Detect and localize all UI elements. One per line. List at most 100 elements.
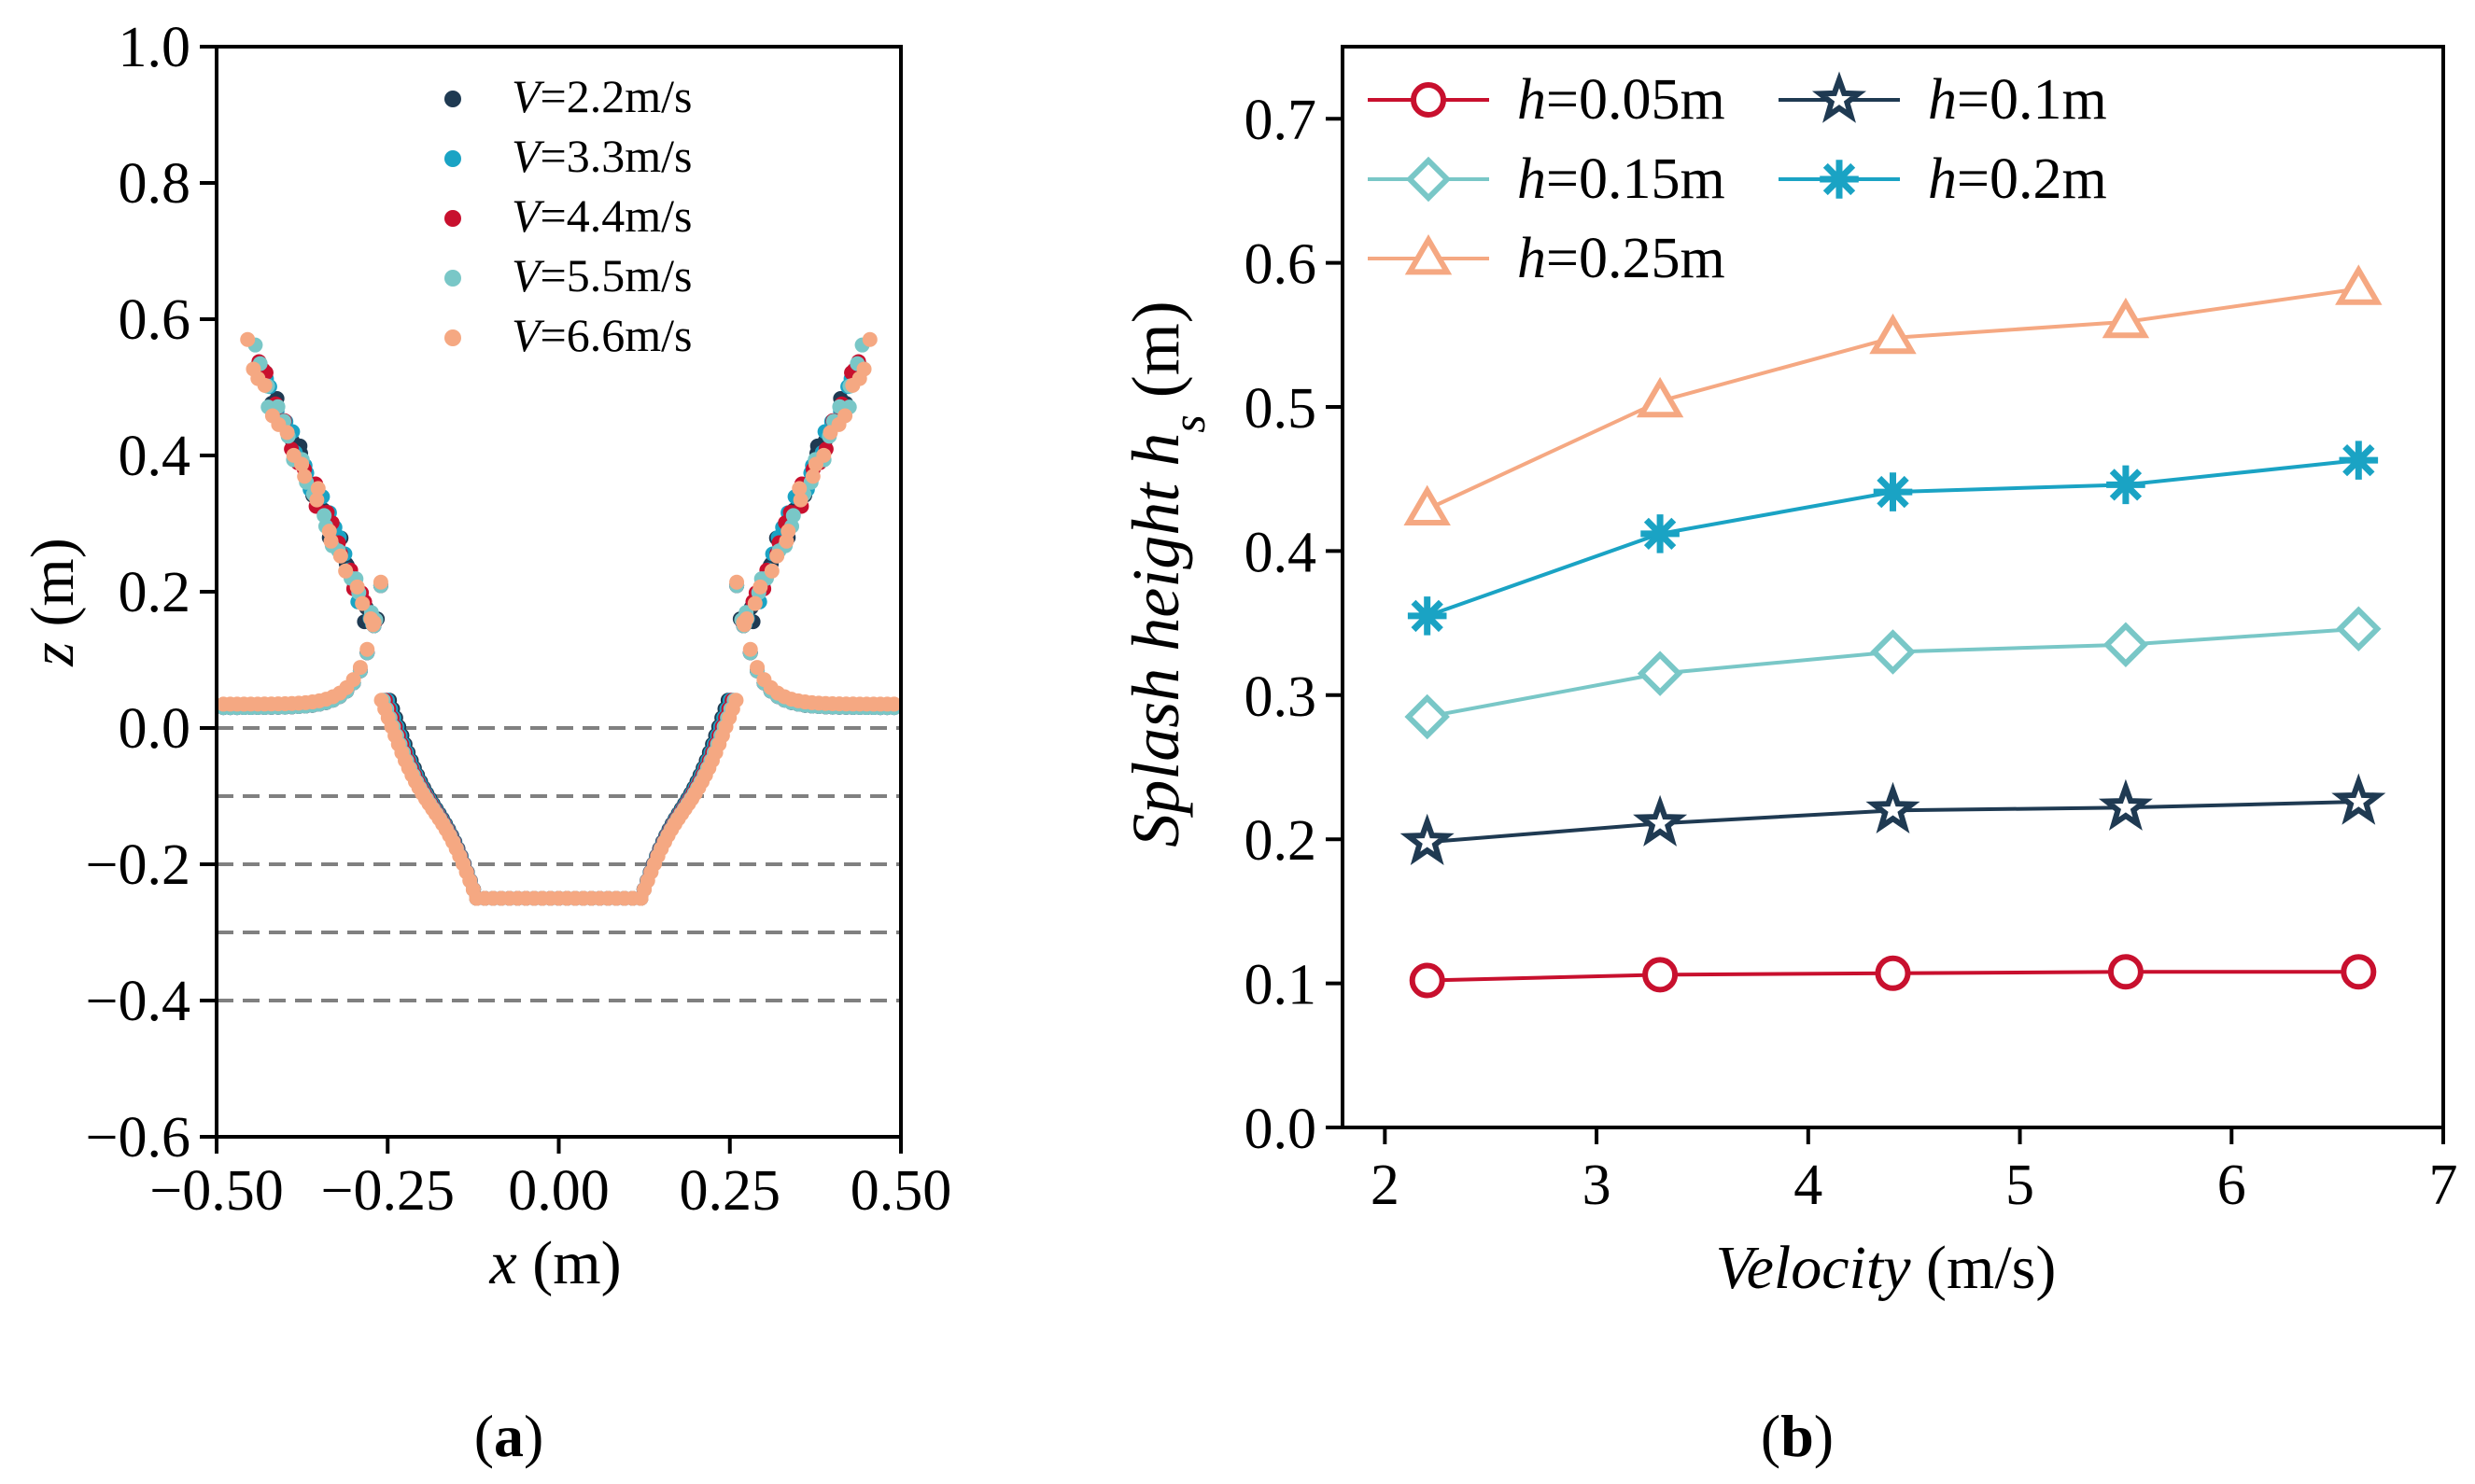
data-point (1399, 813, 1455, 865)
y-tick-label: 0.3 (1245, 665, 1317, 729)
scatter-point (373, 693, 389, 708)
y-tick-label: 0.5 (1245, 377, 1317, 441)
x-tick-label: 4 (1793, 1154, 1822, 1217)
data-point (1640, 514, 1680, 553)
scatter-point (316, 508, 332, 524)
scatter-point (769, 548, 785, 564)
y-tick-label: 0.2 (119, 561, 191, 624)
legend-label: V=3.3m/s (512, 130, 693, 182)
scatter-point (216, 696, 232, 712)
x-tick-label: 5 (2005, 1154, 2034, 1217)
x-tick-label: 0.50 (851, 1159, 952, 1223)
x-tick-label: 6 (2217, 1154, 2246, 1217)
x-tick-label: 3 (1582, 1154, 1611, 1217)
scatter-point (856, 361, 872, 377)
line-series (1407, 441, 2379, 636)
y-tick-label: 0.0 (119, 697, 191, 761)
y-tick-label: −0.4 (86, 970, 190, 1033)
scatter-point (373, 574, 388, 590)
y-tick-label: 0.6 (1245, 233, 1317, 297)
data-point (1409, 962, 1445, 999)
data-point (2102, 622, 2149, 668)
scatter-point (246, 361, 261, 377)
panel-b-ticks: 2 3 4 5 6 7 0.0 0.1 0.2 0.3 0.4 0.5 0.6 0.7 (1245, 89, 2458, 1217)
data-point (1642, 957, 1679, 993)
scatter-point (264, 408, 280, 424)
line-series (1404, 606, 2382, 740)
data-point (1407, 596, 1447, 636)
scatter-series (216, 331, 902, 906)
scatter-point (792, 481, 808, 497)
data-point (2341, 954, 2377, 990)
scatter-series (216, 354, 902, 906)
y-tick-label: −0.6 (86, 1106, 190, 1169)
legend-label: h=0.15m (1517, 147, 1725, 211)
panel-b-y-axis-title: Splash height hs (m) (1118, 301, 1215, 847)
scatter-point (764, 563, 780, 579)
scatter-point (338, 563, 354, 579)
x-tick-label: 0.00 (508, 1159, 610, 1223)
legend-label: V=6.6m/s (512, 309, 693, 361)
y-tick-label: 1.0 (119, 16, 191, 79)
scatter-point (321, 524, 337, 539)
scatter-point (352, 660, 368, 676)
scatter-point (750, 660, 766, 676)
scatter-point (363, 611, 379, 627)
scatter-point (310, 481, 326, 497)
y-tick-label: 0.8 (119, 152, 191, 216)
legend-label: h=0.1m (1928, 68, 2107, 132)
y-tick-label: 0.2 (1245, 809, 1317, 873)
panel-a-ticks: −0.50 −0.25 0.00 0.25 0.50 −0.6 −0.4 −0.2 0.0 0.2… (86, 16, 952, 1223)
y-tick-label: 0.4 (119, 425, 191, 488)
data-point (2336, 606, 2382, 652)
scatter-point (359, 641, 375, 657)
scatter-point (332, 548, 348, 564)
scatter-point (297, 469, 313, 484)
legend-marker (444, 329, 461, 346)
scatter-point (355, 595, 371, 611)
data-point (1636, 376, 1684, 418)
legend-label: h=0.2m (1928, 147, 2107, 211)
legend-marker (1405, 156, 1452, 203)
scatter-point (728, 693, 744, 708)
data-point (2331, 773, 2386, 825)
data-point (2098, 778, 2153, 831)
data-point (1403, 484, 1451, 526)
legend-marker (444, 150, 461, 167)
x-tick-label: 2 (1371, 1154, 1399, 1217)
legend-marker (1811, 71, 1867, 123)
panel-a-label: (a) (474, 1403, 544, 1469)
scatter-point (309, 492, 325, 508)
data-point (1637, 651, 1683, 696)
x-tick-label: −0.50 (149, 1159, 283, 1223)
scatter-point (286, 447, 302, 463)
legend-label: V=4.4m/s (512, 189, 693, 242)
y-tick-label: 0.0 (1245, 1098, 1317, 1161)
scatter-series (216, 337, 902, 906)
scatter-point (837, 408, 853, 424)
data-point (1873, 472, 1913, 511)
panel-a-y-axis-title: z (m) (19, 538, 87, 666)
panel-b-chart: 2 3 4 5 6 70.00.10.20.30.40.50.60.7 h=0.05m h=… (1118, 45, 2458, 1469)
legend-label: V=2.2m/s (512, 70, 693, 122)
legend-marker (1820, 160, 1859, 199)
scatter-point (738, 611, 754, 627)
scatter-point (793, 492, 809, 508)
scatter-point (742, 641, 758, 657)
scatter-point (349, 579, 365, 595)
data-point (1875, 955, 1911, 991)
panel-b-legend: h=0.05m h=0.1m h=0.15m h=0.2m h=0.25m (1368, 68, 2107, 290)
data-point (1870, 629, 1916, 675)
data-point (2339, 441, 2379, 480)
data-point (2106, 465, 2145, 505)
panel-a-data-points (216, 331, 902, 906)
y-tick-label: 0.1 (1245, 954, 1317, 1017)
panel-b-series (1399, 264, 2386, 999)
data-point (1633, 794, 1688, 847)
scatter-point (785, 508, 801, 524)
legend-label: V=5.5m/s (512, 249, 693, 301)
panel-a-legend: V=2.2m/s V=3.3m/s V=4.4m/s V=5.5m/s V=6.6m/s (444, 70, 693, 361)
scatter-series (216, 359, 902, 906)
panel-a-reference-lines (217, 726, 901, 1002)
